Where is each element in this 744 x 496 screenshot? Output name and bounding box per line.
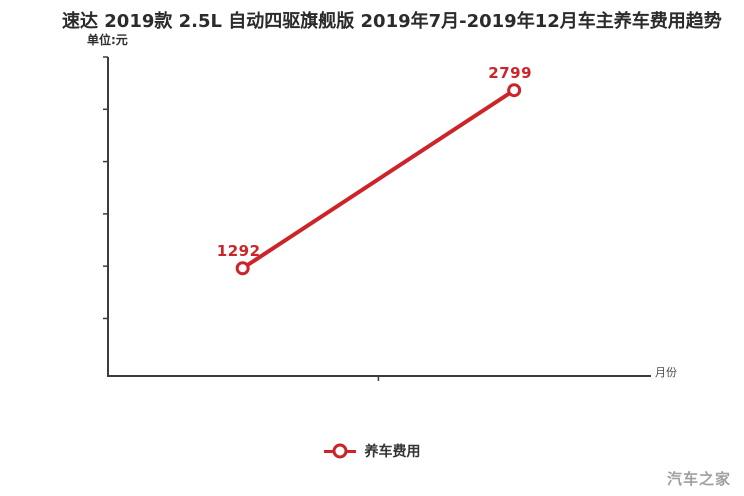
data-point-label: 1292 [216, 242, 261, 261]
data-point-marker [507, 83, 522, 98]
legend-ring-icon [332, 443, 347, 459]
chart-title: 速达 2019款 2.5L 自动四驱旗舰版 2019年7月-2019年12月车主… [62, 11, 722, 32]
watermark-autohome: 汽车之家 [666, 470, 731, 488]
data-point-marker [235, 261, 250, 276]
data-point-label: 2799 [488, 64, 533, 83]
legend-label: 养车费用 [364, 444, 421, 460]
x-axis-label: 月份 [655, 366, 677, 379]
legend-line-marker-icon [323, 443, 356, 459]
series-line [241, 88, 516, 270]
y-axis-unit-label: 单位:元 [87, 33, 128, 47]
legend: 养车费用 [0, 441, 744, 461]
